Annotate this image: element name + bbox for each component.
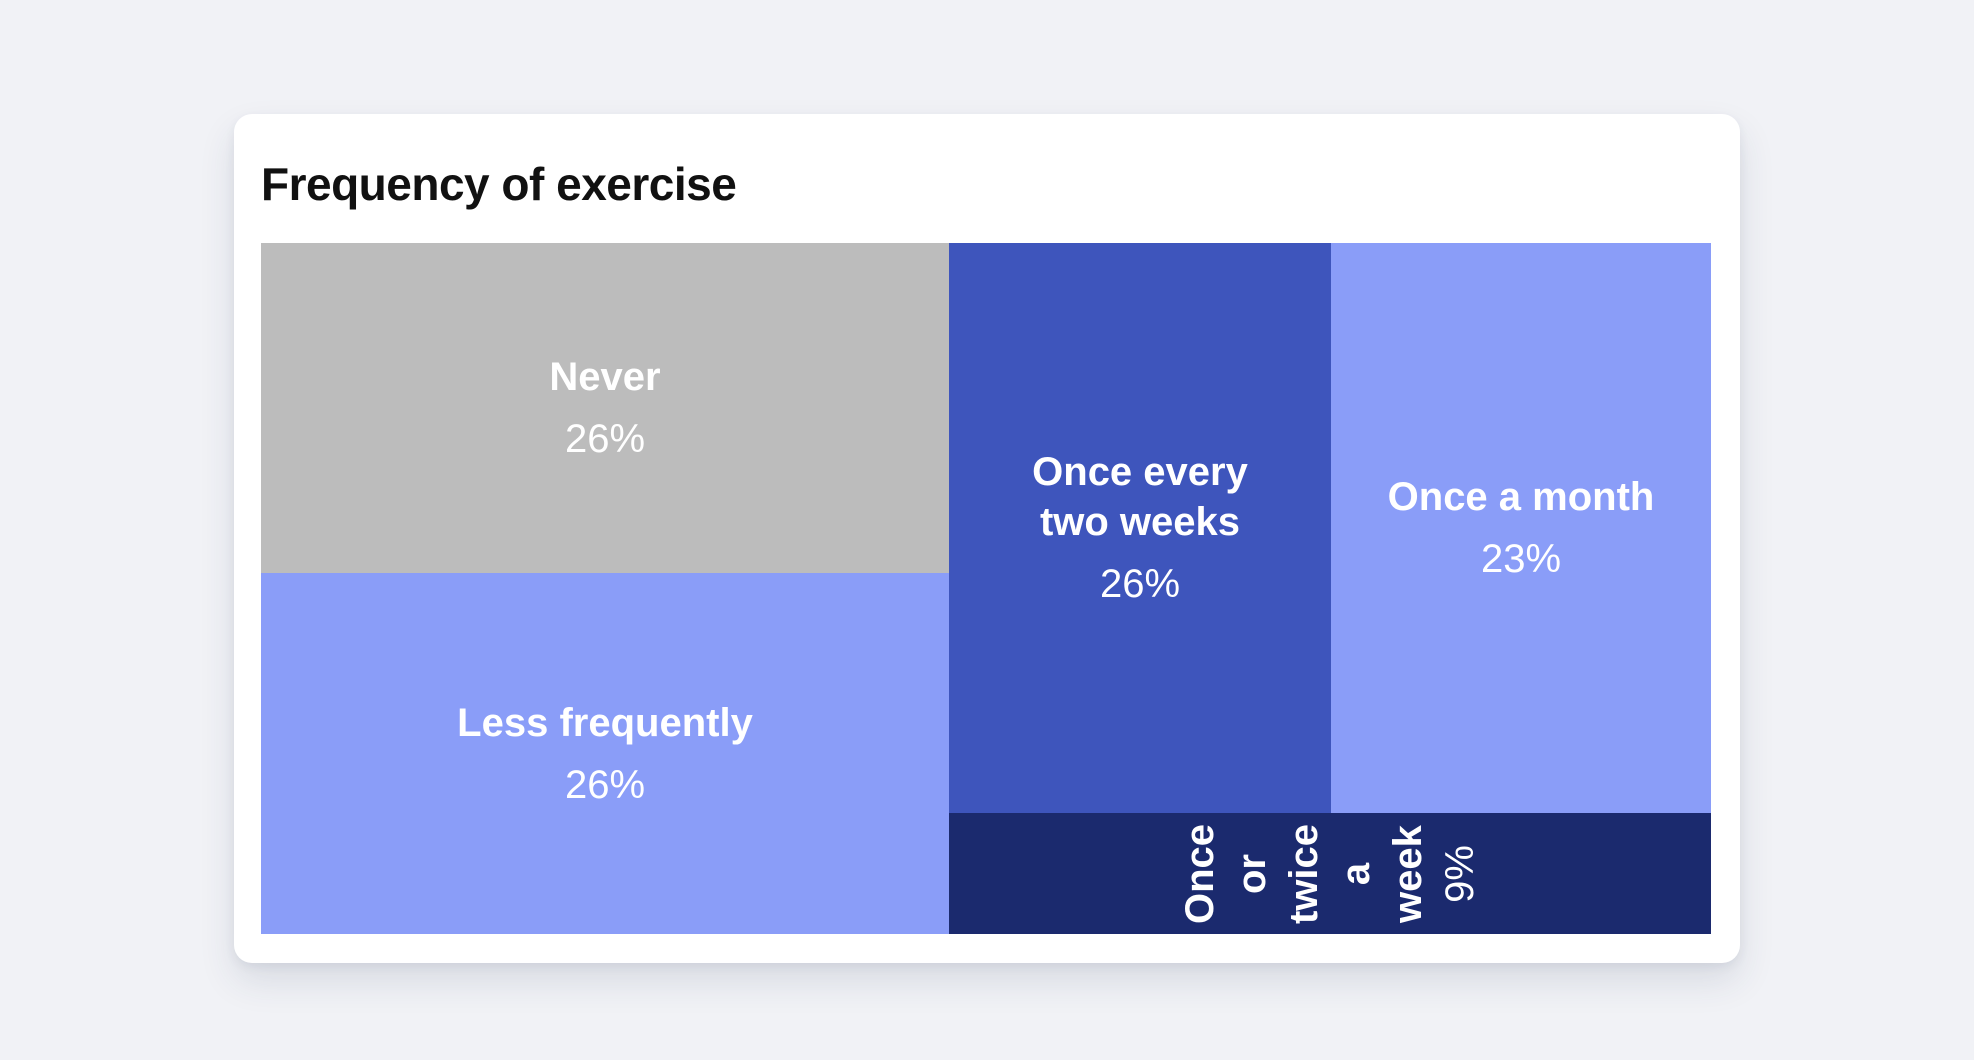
cell-label: Once a month xyxy=(1387,475,1655,519)
treemap-cell-less-frequently[interactable]: Less frequently 26% xyxy=(261,573,949,934)
chart-title: Frequency of exercise xyxy=(261,158,737,210)
cell-label: Once or twice a week xyxy=(1178,823,1430,924)
treemap-cell-never[interactable]: Never 26% xyxy=(261,243,949,573)
cell-label: Less frequently xyxy=(457,700,753,745)
treemap-cell-once-every-two-weeks[interactable]: Once every two weeks 26% xyxy=(949,243,1331,813)
treemap-cell-once-or-twice-a-week[interactable]: Once or twice a week 9% xyxy=(949,813,1711,934)
cell-label: Once every two weeks xyxy=(1032,450,1248,544)
chart-card: Frequency of exercise Never 26% Less fre… xyxy=(234,114,1740,963)
cell-value: 23% xyxy=(1480,537,1562,581)
treemap: Never 26% Less frequently 26% Once every… xyxy=(261,243,1711,934)
rotated-label-block: Once or twice a week 9% xyxy=(1174,814,1486,934)
treemap-cell-once-a-month[interactable]: Once a month 23% xyxy=(1331,243,1711,813)
cell-value: 26% xyxy=(564,417,646,461)
cell-value: 26% xyxy=(564,762,646,807)
cell-value: 26% xyxy=(1099,562,1181,606)
cell-value: 9% xyxy=(1438,844,1482,903)
cell-label: Never xyxy=(549,355,661,399)
